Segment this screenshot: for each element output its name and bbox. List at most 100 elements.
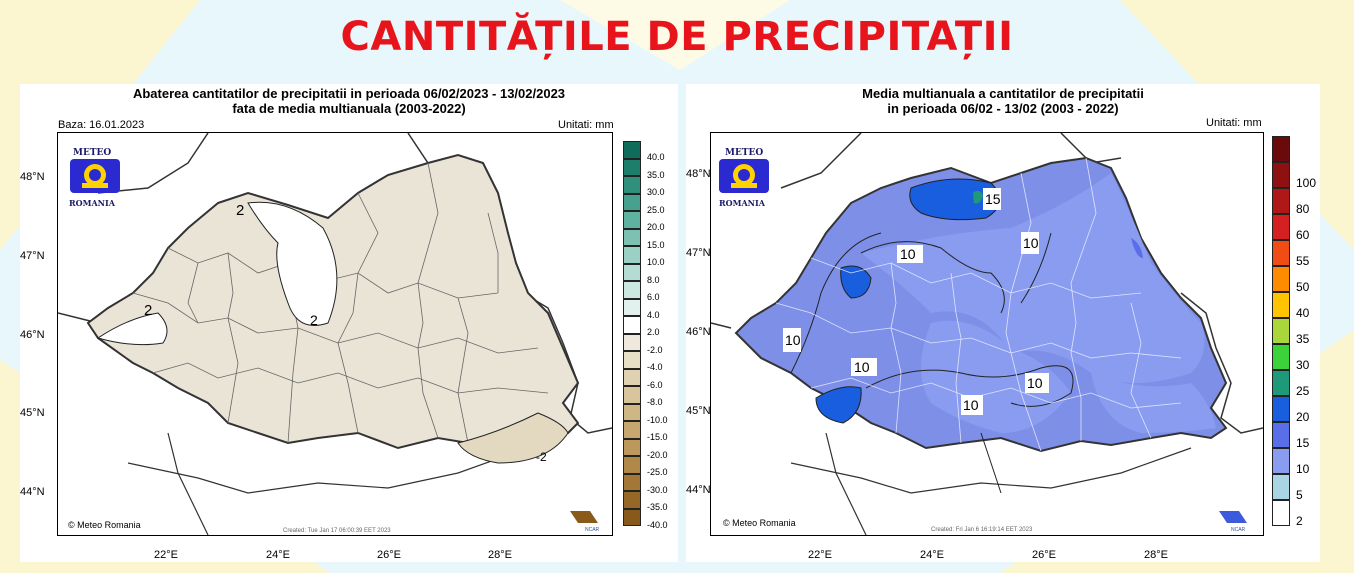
lon-label: 26°E: [377, 549, 401, 561]
lon-label: 24°E: [920, 549, 944, 561]
mean-legend-swatch: [1272, 214, 1290, 240]
deviation-legend-swatch: [623, 333, 641, 351]
mean-legend-label: 40: [1296, 306, 1310, 320]
lon-label: 26°E: [1032, 549, 1056, 561]
deviation-legend-label: -35.0: [647, 502, 668, 512]
deviation-legend-swatch: [623, 193, 641, 211]
mean-legend-swatch: [1272, 396, 1290, 422]
mean-legend-swatch: [1272, 448, 1290, 474]
deviation-legend-swatch: [623, 403, 641, 421]
deviation-legend-swatch: [623, 141, 641, 159]
mean-legend-label: 20: [1296, 410, 1310, 424]
contour-label: 2: [310, 312, 318, 328]
deviation-legend-label: 2.0: [647, 327, 660, 337]
mean-legend-swatch: [1272, 370, 1290, 396]
contour-label: 10: [963, 397, 979, 413]
deviation-legend-swatch: [623, 176, 641, 194]
page-title: CANTITĂȚILE DE PRECIPITAȚII: [340, 14, 1014, 60]
mean-legend-swatch: [1272, 266, 1290, 292]
deviation-legend-swatch: [623, 263, 641, 281]
deviation-legend: 40.0 35.0 30.0 25.0 20.0 15.0 10.0 8.0 6.0 4.0 2.0…: [623, 141, 678, 541]
mean-legend-label: 2: [1296, 514, 1303, 528]
deviation-map: 2 2 2 -2 METEO ROMANIA © Meteo Romania C…: [58, 133, 612, 535]
deviation-legend-swatch: [623, 456, 641, 474]
deviation-legend-swatch: [623, 211, 641, 229]
logo-text-bottom: ROMANIA: [719, 198, 766, 208]
deviation-legend-label: 4.0: [647, 309, 660, 320]
contour-label: 10: [854, 359, 870, 375]
contour-label: 2: [144, 302, 152, 319]
mean-legend-swatch: [1272, 188, 1290, 214]
deviation-legend-swatch: [623, 438, 641, 456]
deviation-legend-label: -2.0: [647, 344, 663, 355]
mean-legend-swatch: [1272, 500, 1290, 526]
lat-label: 48°N: [20, 171, 45, 183]
deviation-legend-label: -15.0: [647, 432, 668, 442]
mean-legend: 100 80 60 55 50 40 35 30 25 20 15 10 5 2: [1272, 136, 1320, 528]
deviation-legend-label: 6.0: [647, 292, 660, 302]
contour-label: -2: [536, 450, 547, 464]
lat-label: 45°N: [20, 407, 45, 419]
contour-label: 2: [236, 202, 244, 219]
deviation-map-frame: 2 2 2 -2 METEO ROMANIA © Meteo Romania C…: [57, 132, 613, 536]
deviation-legend-swatch: [623, 158, 641, 176]
contour-label: 10: [1027, 375, 1043, 391]
mean-legend-label: 55: [1296, 254, 1310, 268]
deviation-legend-swatch: [623, 298, 641, 316]
deviation-legend-label: 40.0: [647, 152, 665, 162]
mean-legend-label: 30: [1296, 358, 1310, 372]
mean-legend-label: 100: [1296, 176, 1317, 190]
deviation-legend-swatch: [623, 351, 641, 369]
deviation-legend-label: -25.0: [647, 467, 668, 477]
mean-legend-swatch: [1272, 422, 1290, 448]
meteo-romania-logo-icon: [719, 159, 769, 193]
ncar-label: NCAR: [585, 527, 600, 533]
deviation-legend-label: 30.0: [647, 187, 665, 197]
contour-label: 10: [785, 332, 801, 348]
lon-label: 28°E: [1144, 549, 1168, 561]
logo-text-bottom: ROMANIA: [69, 198, 116, 208]
deviation-legend-label: -8.0: [647, 397, 663, 407]
deviation-map-panel: Abaterea cantitatilor de precipitatii in…: [20, 84, 678, 562]
lon-label: 22°E: [154, 549, 178, 561]
copyright: © Meteo Romania: [723, 518, 796, 528]
lon-label: 22°E: [808, 549, 832, 561]
lat-label: 46°N: [686, 326, 711, 338]
mean-legend-swatch: [1272, 474, 1290, 500]
deviation-legend-label: -6.0: [647, 379, 663, 390]
created-timestamp: Created: Tue Jan 17 06:00:39 EET 2023: [283, 528, 391, 534]
mean-legend-swatch: [1272, 344, 1290, 370]
logo-text-top: METEO: [73, 148, 111, 158]
ncar-label: NCAR: [1231, 527, 1246, 533]
mean-legend-label: 10: [1296, 462, 1310, 476]
deviation-legend-swatch: [623, 228, 641, 246]
deviation-legend-label: -30.0: [647, 484, 668, 495]
mean-legend-label: 5: [1296, 488, 1303, 502]
mean-legend-swatch: [1272, 318, 1290, 344]
created-timestamp: Created: Fri Jan 6 16:19:14 EET 2023: [931, 527, 1033, 533]
logo-text-top: METEO: [725, 148, 763, 158]
deviation-legend-swatch: [623, 508, 641, 526]
mean-legend-swatch: [1272, 240, 1290, 266]
mean-legend-label: 35: [1296, 332, 1310, 346]
lat-label: 48°N: [686, 168, 711, 180]
deviation-legend-label: 8.0: [647, 274, 660, 285]
deviation-legend-swatch: [623, 421, 641, 439]
mean-legend-label: 50: [1296, 280, 1310, 294]
deviation-legend-swatch: [623, 246, 641, 264]
mean-map-title-line1: Media multianuala a cantitatilor de prec…: [862, 86, 1144, 101]
contour-label: 10: [900, 246, 916, 262]
mean-legend-label: 25: [1296, 384, 1310, 398]
deviation-legend-swatch: [623, 473, 641, 491]
mean-legend-swatch: [1272, 292, 1290, 318]
meteo-romania-logo-icon: [70, 159, 120, 193]
deviation-legend-label: 35.0: [647, 169, 665, 180]
mean-legend-swatch: [1272, 136, 1290, 162]
mean-legend-swatch: [1272, 162, 1290, 188]
lon-label: 28°E: [488, 549, 512, 561]
mean-legend-label: 80: [1296, 202, 1310, 216]
contour-label: 15: [985, 191, 1001, 207]
deviation-legend-label: -4.0: [647, 362, 663, 372]
mean-map: 10 10 10 10 10 10 15 METEO: [711, 133, 1263, 535]
lat-label: 47°N: [20, 250, 45, 262]
